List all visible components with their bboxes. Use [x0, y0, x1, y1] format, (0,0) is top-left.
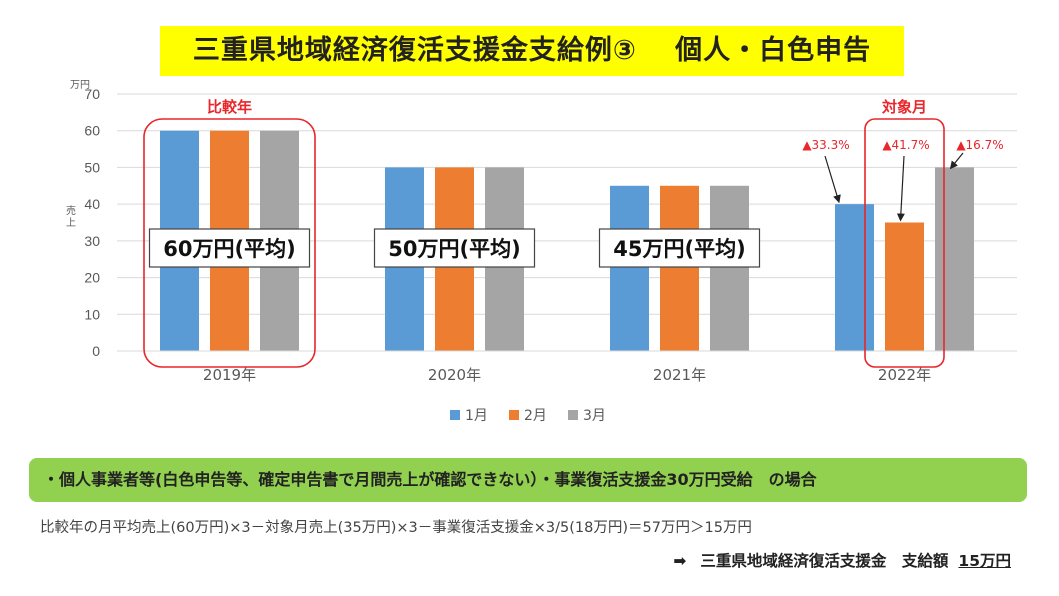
condition-note: ・個人事業者等(白色申告等、確定申告書で月間売上が確認できない）・事業復活支援金… — [29, 458, 1027, 502]
change-arrow — [896, 155, 905, 222]
legend-swatch — [509, 410, 519, 420]
legend-label: 1月 — [465, 408, 488, 424]
compare-year-frame — [143, 118, 316, 368]
x-tick-label: 2021年 — [653, 366, 706, 384]
bar — [935, 167, 974, 351]
change-arrow — [824, 155, 841, 204]
y-tick-label: 10 — [84, 306, 100, 322]
y-unit-label: 万円 — [70, 80, 90, 91]
y-axis-label: 売上 — [66, 204, 76, 229]
bar — [610, 185, 649, 351]
x-tick-label: 2020年 — [428, 366, 481, 384]
bar — [710, 185, 749, 351]
legend-label: 3月 — [583, 408, 606, 424]
compare-year-label: 比較年 — [207, 98, 252, 116]
x-tick-label: 2022年 — [878, 366, 931, 384]
change-label: ▲41.7% — [882, 138, 929, 152]
average-box-frame — [373, 228, 536, 268]
average-box-frame — [598, 228, 761, 268]
target-month-frame — [864, 118, 945, 368]
y-tick-label: 60 — [84, 123, 100, 139]
legend-swatch — [450, 410, 460, 420]
result-label: 三重県地域経済復活支援金 支給額 — [700, 552, 949, 570]
bar — [885, 222, 924, 351]
y-tick-label: 50 — [84, 159, 100, 175]
legend-item: 3月 — [568, 408, 606, 424]
average-box: 45万円(平均) — [598, 228, 761, 268]
change-label: ▲33.3% — [802, 138, 849, 152]
y-tick-label: 70 — [84, 86, 100, 102]
legend-item: 1月 — [450, 408, 488, 424]
bar — [835, 204, 874, 351]
y-tick-label: 0 — [92, 343, 100, 359]
average-box: 50万円(平均) — [373, 228, 536, 268]
arrow-right-icon: ➡ — [673, 552, 687, 570]
legend-swatch — [568, 410, 578, 420]
x-tick-label: 2019年 — [203, 366, 256, 384]
result-amount: 15万円 — [958, 552, 1011, 570]
legend-item: 2月 — [509, 408, 547, 424]
target-month-label: 対象月 — [881, 98, 927, 116]
average-box-frame — [148, 228, 311, 268]
average-label: 50万円(平均) — [388, 237, 520, 261]
average-label: 45万円(平均) — [613, 237, 745, 261]
page-title: 三重県地域経済復活支援金支給例③ 個人・白色申告 — [160, 26, 904, 76]
calculation-formula: 比較年の月平均売上(60万円)×3－対象月売上(35万円)×3－事業復活支援金×… — [40, 520, 752, 536]
legend-label: 2月 — [524, 408, 547, 424]
average-box: 60万円(平均) — [148, 228, 311, 268]
change-arrow — [949, 152, 964, 170]
bar — [660, 185, 699, 351]
change-label: ▲16.7% — [956, 138, 1003, 152]
average-label: 60万円(平均) — [163, 237, 295, 261]
y-tick-label: 30 — [84, 233, 100, 249]
y-tick-label: 40 — [84, 196, 100, 212]
payment-result: ➡ 三重県地域経済復活支援金 支給額 15万円 — [673, 549, 1011, 571]
y-tick-label: 20 — [84, 270, 100, 286]
